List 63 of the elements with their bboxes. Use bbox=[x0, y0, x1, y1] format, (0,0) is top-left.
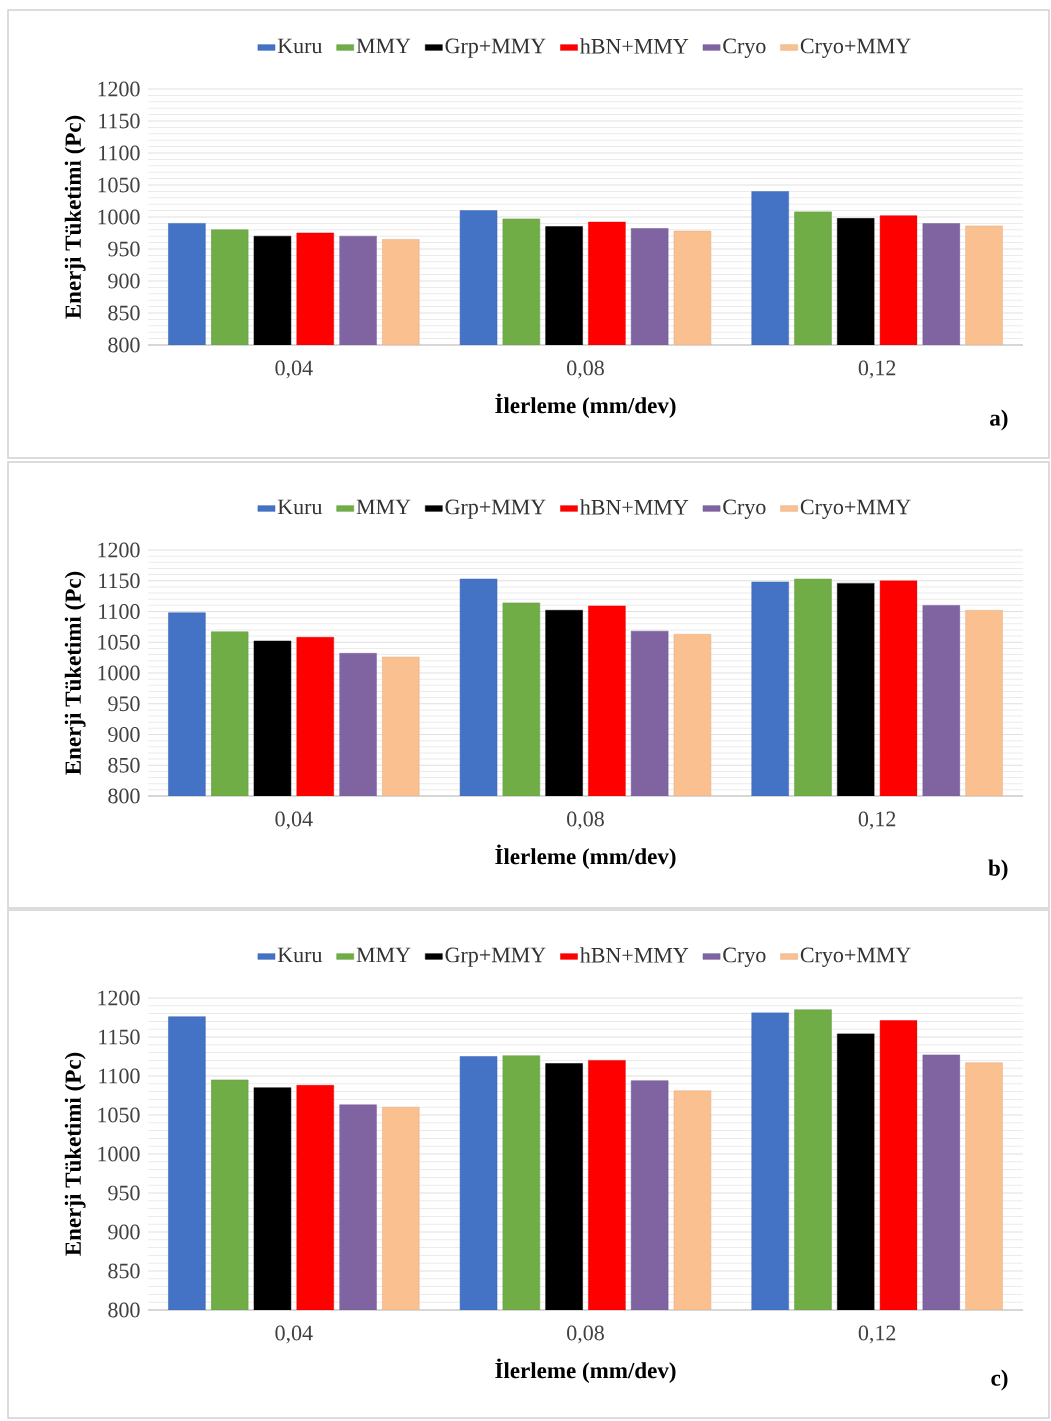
y-tick-label: 1200 bbox=[98, 81, 140, 97]
y-tick-label: 900 bbox=[108, 727, 140, 742]
y-tick-label: 1050 bbox=[98, 1107, 140, 1123]
y-axis-title: Enerji Tüketimi (Pc) bbox=[64, 1052, 86, 1256]
legend-label: Kuru bbox=[277, 947, 323, 963]
y-tick-label: 1200 bbox=[98, 542, 140, 558]
legend-label: MMY bbox=[356, 499, 411, 515]
y-tick-label: 1050 bbox=[98, 177, 140, 193]
y-tick-label: 900 bbox=[108, 1224, 140, 1240]
y-tick-label: 1000 bbox=[98, 1146, 140, 1162]
x-axis-title: İlerleme (mm/dev) bbox=[495, 844, 676, 870]
y-tick-label: 900 bbox=[108, 273, 140, 289]
legend-label: Grp+MMY bbox=[445, 947, 546, 967]
legend-label: hBN+MMY bbox=[580, 38, 689, 54]
y-tick-label: 800 bbox=[108, 337, 140, 353]
y-tick-label: 950 bbox=[108, 241, 140, 257]
legend-label: Grp+MMY bbox=[445, 499, 546, 519]
y-tick-label: 950 bbox=[108, 1185, 140, 1201]
y-tick-label: 800 bbox=[108, 788, 140, 804]
legend-label: Cryo bbox=[723, 38, 766, 58]
x-tick-label: 0,12 bbox=[858, 811, 896, 830]
legend-label: MMY bbox=[356, 947, 411, 963]
text: c) bbox=[991, 1369, 1008, 1391]
y-axis-title: Enerji Tüketimi (Pc) bbox=[64, 115, 86, 319]
x-axis-title: İlerleme (mm/dev) bbox=[495, 393, 676, 419]
y-tick-label: 850 bbox=[108, 305, 140, 321]
y-tick-label: 1100 bbox=[99, 145, 140, 161]
text: b) bbox=[988, 859, 1008, 881]
x-tick-label: 0,04 bbox=[275, 1325, 313, 1344]
y-tick-label: 1150 bbox=[99, 573, 140, 589]
y-tick-label: 850 bbox=[108, 1263, 140, 1279]
x-tick-label: 0,12 bbox=[858, 360, 896, 379]
y-tick-label: 950 bbox=[108, 696, 140, 712]
y-tick-label: 1200 bbox=[98, 990, 140, 1006]
y-tick-label: 1000 bbox=[98, 209, 140, 225]
legend-label: Cryo+MMY bbox=[800, 947, 911, 967]
x-axis-title: İlerleme (mm/dev) bbox=[495, 1358, 676, 1384]
legend-label: Grp+MMY bbox=[445, 38, 546, 58]
legend-label: hBN+MMY bbox=[580, 499, 689, 515]
x-tick-label: 0,12 bbox=[858, 1325, 896, 1344]
legend-label: Cryo+MMY bbox=[800, 499, 911, 519]
y-tick-label: 1100 bbox=[99, 604, 140, 619]
y-tick-label: 1100 bbox=[99, 1068, 140, 1084]
legend-label: Cryo bbox=[723, 499, 766, 519]
x-tick-label: 0,04 bbox=[275, 811, 313, 830]
legend-label: Kuru bbox=[277, 38, 323, 54]
legend-label: Cryo bbox=[723, 947, 766, 967]
legend-label: hBN+MMY bbox=[580, 947, 689, 963]
y-axis-title: Enerji Tüketimi (Pc) bbox=[64, 571, 86, 775]
y-tick-label: 850 bbox=[108, 757, 140, 773]
legend-label: Kuru bbox=[277, 499, 323, 515]
legend-label: Cryo+MMY bbox=[800, 38, 911, 58]
x-tick-label: 0,08 bbox=[567, 811, 604, 830]
x-tick-label: 0,04 bbox=[275, 360, 313, 379]
y-tick-label: 1000 bbox=[98, 665, 140, 681]
legend-label: MMY bbox=[356, 38, 411, 54]
text: a) bbox=[990, 409, 1008, 431]
x-tick-label: 0,08 bbox=[567, 360, 604, 379]
y-tick-label: 1150 bbox=[99, 1029, 140, 1045]
y-tick-label: 1150 bbox=[99, 113, 140, 129]
y-tick-label: 800 bbox=[108, 1302, 140, 1318]
x-tick-label: 0,08 bbox=[567, 1325, 604, 1344]
y-tick-label: 1050 bbox=[98, 634, 140, 650]
